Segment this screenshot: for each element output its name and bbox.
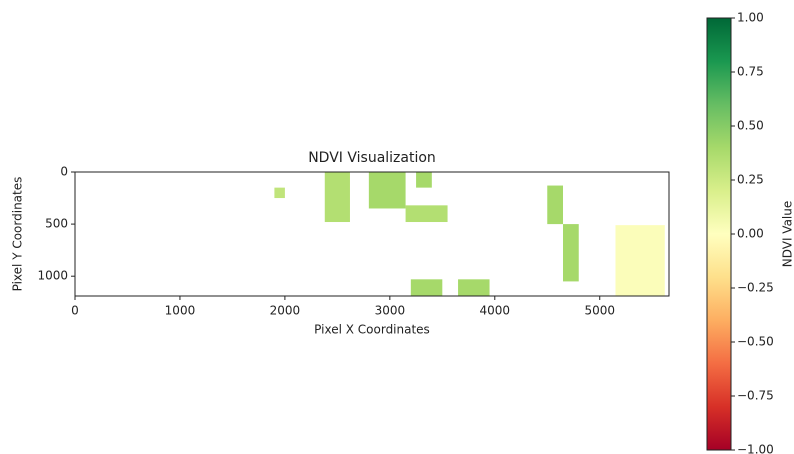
y-tick-label: 0 [60, 165, 68, 179]
ndvi-region [547, 185, 564, 225]
colorbar-tick-label: 0.25 [737, 173, 764, 187]
x-tick-label: 4000 [480, 304, 511, 318]
chart-title: NDVI Visualization [308, 150, 436, 166]
plot-frame [74, 171, 670, 297]
ndvi-region [274, 187, 285, 199]
x-axis-label: Pixel X Coordinates [314, 323, 430, 337]
colorbar-label: NDVI Value [781, 201, 794, 268]
x-tick-label: 3000 [375, 304, 406, 318]
x-tick-label: 5000 [584, 304, 615, 318]
x-tick-label: 2000 [270, 304, 301, 318]
colorbar-tick-label: 0.50 [737, 119, 764, 133]
colorbar-tick-label: 1.00 [737, 11, 764, 25]
ndvi-region [615, 225, 665, 296]
colorbar-tick-label: 0.00 [737, 227, 764, 241]
ndvi-region [416, 172, 432, 188]
ndvi-region [368, 172, 406, 209]
ndvi-region [458, 279, 490, 296]
colorbar-tick-label: −0.50 [737, 335, 774, 349]
colorbar-tick-label: 0.75 [737, 65, 764, 79]
y-tick-label: 1000 [37, 269, 68, 283]
ndvi-region [563, 224, 579, 282]
colorbar-tick-label: −1.00 [737, 443, 774, 454]
colorbar-tick-label: −0.75 [737, 389, 774, 403]
ndvi-region [324, 172, 350, 223]
colorbar-tick-label: −0.25 [737, 281, 774, 295]
y-tick-label: 500 [45, 217, 68, 231]
x-tick-label: 0 [71, 304, 79, 318]
ndvi-region [410, 279, 443, 296]
x-tick-label: 1000 [165, 304, 196, 318]
ndvi-region [405, 205, 448, 223]
y-axis-label: Pixel Y Coordinates [11, 177, 25, 292]
colorbar [706, 17, 732, 451]
